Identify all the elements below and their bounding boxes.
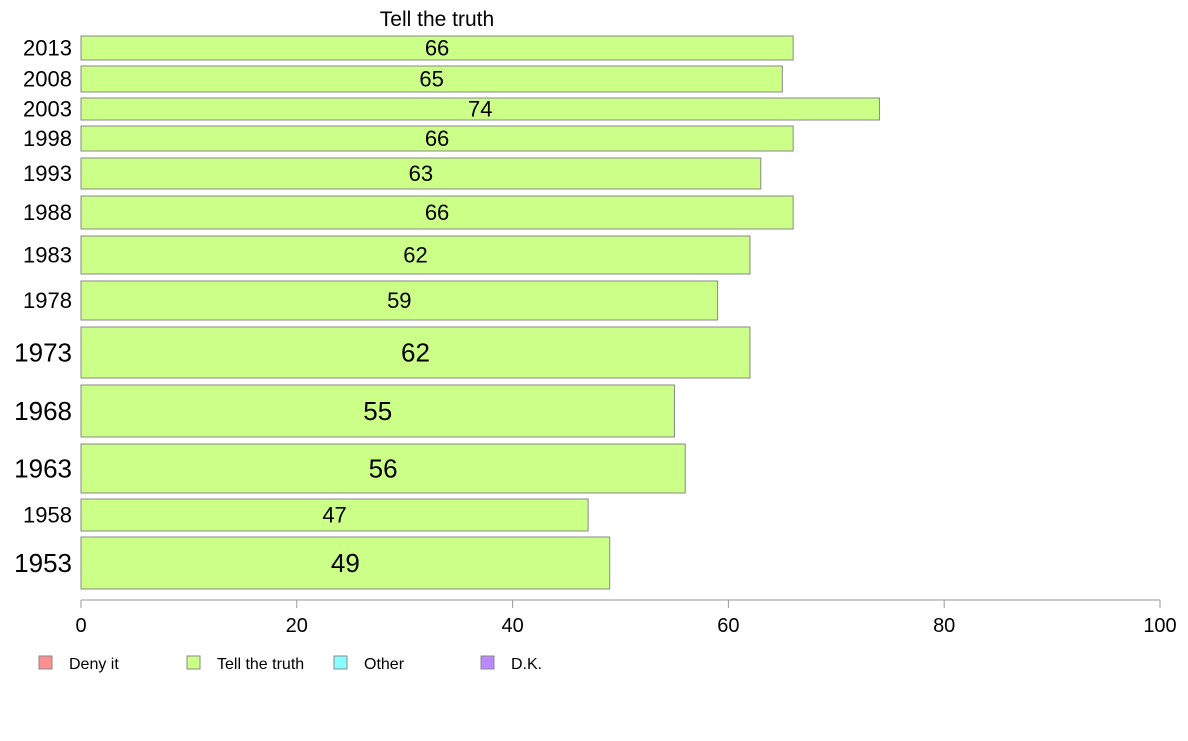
x-tick-label-60: 60 [717, 615, 739, 637]
category-label-2003: 2003 [23, 97, 72, 122]
bar-1978 [80, 280, 719, 321]
category-label-1978: 1978 [23, 288, 72, 313]
category-label-1993: 1993 [23, 161, 72, 186]
data-label-1988: 66 [425, 200, 449, 225]
legend-label-0: Deny it [69, 656, 119, 673]
legend-label-2: Other [364, 656, 405, 673]
data-label-1993: 63 [409, 161, 433, 186]
bars [80, 35, 880, 590]
bar-2013 [80, 35, 794, 61]
bar-1998 [80, 125, 794, 152]
x-tick-label-0: 0 [75, 615, 86, 637]
category-label-1998: 1998 [23, 126, 72, 151]
category-label-1988: 1988 [23, 200, 72, 225]
data-label-1998: 66 [425, 126, 449, 151]
bar-1988 [80, 195, 794, 230]
data-label-1978: 59 [387, 288, 411, 313]
category-label-1958: 1958 [23, 503, 72, 528]
chart-title: Tell the truth [380, 8, 494, 31]
x-axis: 0 20 40 60 80 100 [75, 599, 1177, 637]
bar-1973 [80, 326, 751, 379]
x-tick-label-40: 40 [501, 615, 523, 637]
bar-1983 [80, 235, 751, 275]
x-tick-label-80: 80 [933, 615, 955, 637]
category-label-1983: 1983 [23, 243, 72, 268]
category-label-1963: 1963 [14, 454, 72, 484]
legend-swatch-1 [186, 655, 201, 670]
legend: Deny it Tell the truth Other D.K. [38, 655, 542, 673]
legend-swatch-3 [480, 655, 495, 670]
data-label-1953: 49 [331, 548, 360, 578]
category-label-1973: 1973 [14, 338, 72, 368]
legend-swatch-0 [38, 655, 53, 670]
x-tick-label-100: 100 [1143, 615, 1176, 637]
bar-1958 [80, 498, 589, 532]
data-label-1963: 56 [369, 454, 398, 484]
data-label-2008: 65 [419, 67, 443, 92]
data-label-1958: 47 [322, 503, 346, 528]
x-tick-label-20: 20 [286, 615, 308, 637]
legend-label-1: Tell the truth [217, 656, 304, 673]
bar-1963 [80, 443, 686, 494]
category-label-1953: 1953 [14, 548, 72, 578]
legend-swatch-2 [333, 655, 348, 670]
bar-1968 [80, 384, 675, 438]
data-label-2003: 74 [468, 97, 492, 122]
bar-2003 [80, 97, 880, 121]
data-label-1983: 62 [403, 243, 427, 268]
legend-label-3: D.K. [511, 656, 542, 673]
data-label-1973: 62 [401, 338, 430, 368]
category-label-2013: 2013 [23, 36, 72, 61]
category-label-2008: 2008 [23, 67, 72, 92]
data-label-1968: 55 [363, 396, 392, 426]
data-labels: 66 65 74 66 63 66 62 59 62 55 56 47 49 [322, 36, 492, 578]
bar-2008 [80, 65, 783, 93]
data-label-2013: 66 [425, 36, 449, 61]
category-label-1968: 1968 [14, 396, 72, 426]
bar-1953 [80, 536, 611, 590]
bar-1993 [80, 157, 762, 190]
category-labels: 2013 2008 2003 1998 1993 1988 1983 1978 1973 1968… [14, 36, 72, 578]
